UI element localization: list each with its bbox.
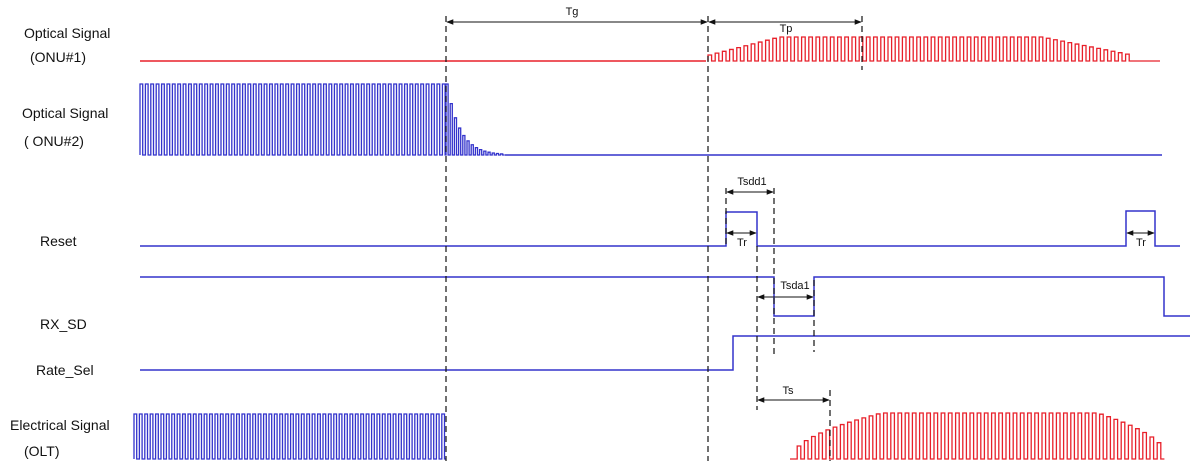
signal-labels: Optical Signal (ONU#1) Optical Signal ( … xyxy=(10,25,110,459)
tg-label: Tg xyxy=(566,6,579,18)
burst-waveforms xyxy=(133,36,1165,460)
ts-label: Ts xyxy=(783,385,795,397)
rate-sel-label: Rate_Sel xyxy=(36,362,94,378)
reset-waveform xyxy=(140,210,1180,247)
tsdd1-label: Tsdd1 xyxy=(737,176,766,188)
dimension-arrows xyxy=(446,19,1155,403)
reference-lines xyxy=(445,16,863,461)
rx-sd-label: RX_SD xyxy=(40,316,87,332)
onu1-label-line1: Optical Signal xyxy=(24,25,110,41)
olt-electrical-recovered-waveform xyxy=(790,412,1165,460)
tr-label-1: Tr xyxy=(737,237,747,249)
onu2-label-line2: ( ONU#2) xyxy=(24,133,84,149)
onu2-burst-waveform xyxy=(139,83,505,156)
timing-labels: Tg Tp Tsdd1 Tr Tr Tsda1 Ts xyxy=(566,6,1147,397)
onu1-label-line2: (ONU#1) xyxy=(30,49,86,65)
tp-label: Tp xyxy=(780,23,793,35)
tsda1-label: Tsda1 xyxy=(780,280,809,292)
tr-label-2: Tr xyxy=(1136,237,1146,249)
rate-sel-waveform xyxy=(140,335,1190,371)
onu1-burst-waveform xyxy=(707,36,1160,62)
onu2-label-line1: Optical Signal xyxy=(22,105,108,121)
olt-electrical-burst-waveform xyxy=(133,413,446,460)
electrical-label-line1: Electrical Signal xyxy=(10,417,110,433)
rx-sd-waveform xyxy=(140,276,1190,317)
electrical-label-line2: (OLT) xyxy=(24,443,60,459)
reset-label: Reset xyxy=(40,233,77,249)
